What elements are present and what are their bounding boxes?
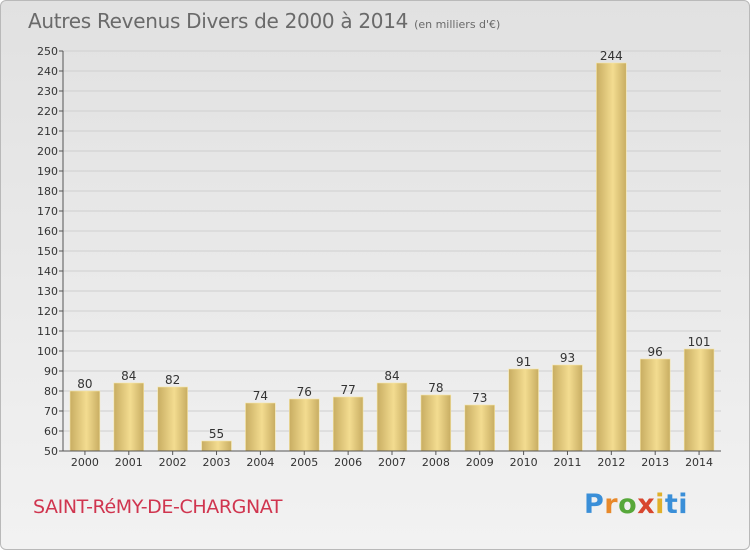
bar-2000 [69,390,101,452]
x-tick-label-2011: 2011 [553,456,581,469]
bar-2013 [639,358,671,452]
bar-2003 [201,440,232,452]
x-tick-label-2008: 2008 [422,456,450,469]
y-tick-label: 230 [37,85,58,98]
y-tick-label: 100 [37,345,58,358]
x-tick-label-2000: 2000 [71,456,99,469]
bar-2014 [683,348,715,452]
bar-2012 [596,62,627,452]
y-tick-label: 180 [37,185,58,198]
commune-name: SAINT-RéMY-DE-CHARGNAT [33,496,283,518]
x-tick-label-2004: 2004 [246,456,274,469]
data-labels: 80 84 82 55 74 76 77 84 78 73 91 93 244 96 101 [77,49,710,441]
data-label-2002: 82 [165,373,180,387]
y-tick-label: 250 [37,45,58,58]
y-tick-label: 60 [44,425,58,438]
bar-2002 [157,386,188,452]
y-tick-label: 80 [44,385,58,398]
x-tick-label-2010: 2010 [510,456,538,469]
data-label-2009: 73 [472,391,487,405]
bar-2004 [245,402,276,452]
y-tick-label: 220 [37,105,58,118]
bar-2007 [376,382,408,452]
data-label-2013: 96 [648,345,663,359]
x-tick-label-2001: 2001 [115,456,143,469]
y-tick-label: 120 [37,305,58,318]
data-label-2003: 55 [209,427,224,441]
brand-letter: r [604,489,619,520]
y-tick-label: 90 [44,365,58,378]
y-tick-label: 210 [37,125,58,138]
bar-2008 [420,394,452,452]
data-label-2012: 244 [600,49,623,63]
data-label-2014: 101 [688,335,711,349]
y-tick-label: 160 [37,225,58,238]
brand-letter: t [664,489,679,520]
chart-title: Autres Revenus Divers de 2000 à 2014 (en … [28,9,500,33]
axes: 50 60 70 80 90 100 110 120 130 140 150 160 170 180 190… [37,45,721,469]
data-label-2006: 77 [340,383,355,397]
data-label-2007: 84 [384,369,399,383]
x-tick-label-2013: 2013 [641,456,669,469]
y-tick-label: 50 [44,445,58,458]
brand-letter: i [655,489,665,520]
y-tick-label: 240 [37,65,58,78]
x-tick-label-2005: 2005 [290,456,318,469]
y-tick-label: 70 [44,405,58,418]
data-label-2011: 93 [560,351,575,365]
brand-letter: i [678,489,689,520]
bar-2010 [508,368,539,452]
bar-2001 [113,382,145,452]
data-label-2005: 76 [297,385,312,399]
brand-letter: o [618,489,638,520]
data-label-2010: 91 [516,355,531,369]
bar-2005 [289,398,320,452]
x-tick-label-2012: 2012 [597,456,625,469]
y-tick-label: 170 [37,205,58,218]
y-tick-label: 110 [37,325,58,338]
x-tick-label-2007: 2007 [378,456,406,469]
bar-2006 [332,396,364,452]
bar-2009 [464,404,495,452]
x-tick-label-2014: 2014 [685,456,713,469]
y-tick-label: 190 [37,165,58,178]
x-tick-label-2006: 2006 [334,456,362,469]
y-tick-label: 130 [37,285,58,298]
x-tick-label-2003: 2003 [203,456,231,469]
data-label-2001: 84 [121,369,136,383]
data-label-2008: 78 [428,381,443,395]
x-tick-label-2009: 2009 [466,456,494,469]
bar-2011 [552,364,583,452]
proxiti-logo: Proxiti [584,489,688,520]
brand-letter: x [637,489,656,520]
x-tick-label-2002: 2002 [159,456,187,469]
bars [69,62,715,452]
y-tick-label: 150 [37,245,58,258]
y-tick-label: 140 [37,265,58,278]
title-text: Autres Revenus Divers de 2000 à 2014 [28,9,409,33]
data-label-2004: 74 [253,389,268,403]
data-label-2000: 80 [77,377,92,391]
y-tick-label: 200 [37,145,58,158]
brand-letter: P [584,489,605,520]
chart-subtitle: (en milliers d'€) [414,18,501,31]
